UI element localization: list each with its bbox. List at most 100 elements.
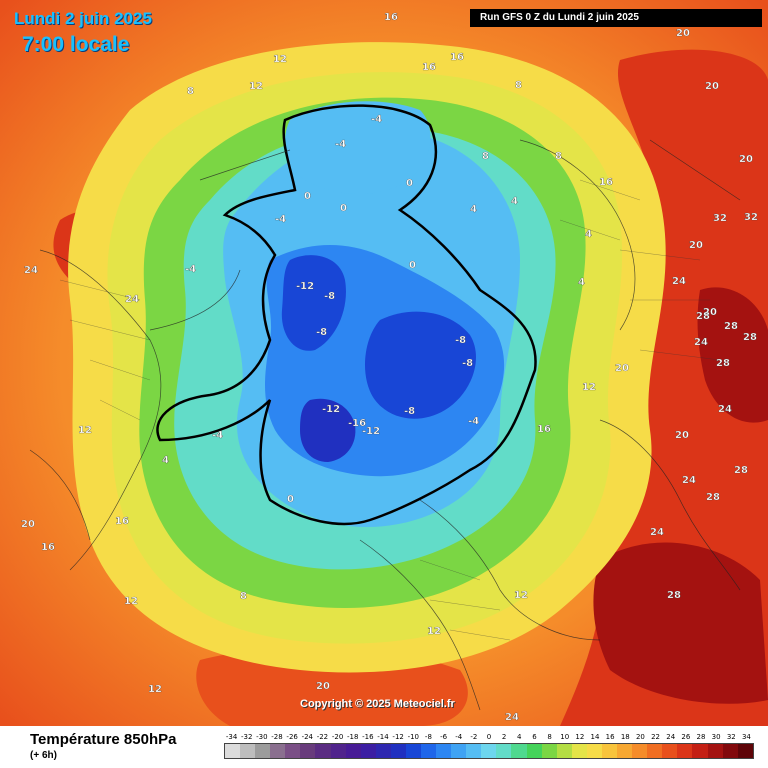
isotherm-label: 12 [582, 382, 596, 393]
legend-swatch [466, 744, 482, 758]
legend-label: 30 [711, 733, 721, 741]
legend-swatch [571, 744, 587, 758]
isotherm-label: -4 [371, 114, 382, 125]
legend-label: 26 [681, 733, 691, 741]
isotherm-label: 12 [124, 596, 138, 607]
legend-swatch [737, 744, 753, 758]
isotherm-label: 28 [724, 321, 738, 332]
isotherm-label: 12 [514, 590, 528, 601]
legend-swatch [436, 744, 452, 758]
isotherm-label: 12 [427, 626, 441, 637]
isotherm-label: 8 [240, 591, 247, 602]
isotherm-label: 0 [304, 191, 311, 202]
isotherm-label: 12 [148, 684, 162, 695]
isotherm-label: -12 [322, 404, 340, 415]
legend-label: -32 [240, 733, 253, 741]
legend-label: -28 [271, 733, 283, 741]
isotherm-label: 8 [515, 80, 522, 91]
legend-label: -22 [316, 733, 329, 741]
isotherm-label: -16 [348, 418, 366, 429]
legend-labels: -34 -32 -30 -28 -26 -24 -22 -20 -18 -16 -14 -12 -10-… [224, 733, 754, 743]
legend-swatch [481, 744, 497, 758]
isotherm-label: 12 [273, 54, 287, 65]
isotherm-label: 24 [694, 337, 708, 348]
cold-core-1 [281, 255, 346, 351]
isotherm-label: 28 [696, 311, 710, 322]
isotherm-label: -8 [404, 406, 415, 417]
isotherm-label: 16 [537, 424, 551, 435]
legend-swatch [240, 744, 256, 758]
legend-swatch [677, 744, 693, 758]
isotherm-label: 24 [125, 294, 139, 305]
cold-core-3 [300, 398, 356, 462]
isotherm-label: 4 [470, 204, 477, 215]
isotherm-label: 8 [482, 151, 489, 162]
isotherm-label: 16 [115, 516, 129, 527]
isotherm-label: -8 [455, 335, 466, 346]
isotherm-label: 16 [599, 177, 613, 188]
legend-label: -34 [225, 733, 238, 741]
legend-label: -20 [331, 733, 344, 741]
isotherm-label: 0 [340, 203, 347, 214]
legend-swatch [225, 744, 241, 758]
isotherm-label: 20 [21, 519, 35, 530]
legend-label: 28 [696, 733, 706, 741]
isotherm-label: 8 [187, 86, 194, 97]
copyright: Copyright © 2025 Meteociel.fr [300, 698, 455, 710]
isotherm-label: 20 [703, 307, 717, 318]
legend-swatch [632, 744, 648, 758]
forecast-date: Lundi 2 juin 2025 [14, 9, 152, 28]
isotherm-label: 20 [739, 154, 753, 165]
legend-label: 0 [486, 733, 492, 741]
legend-swatch [405, 744, 422, 758]
isotherm-label: -4 [185, 264, 196, 275]
isotherm-label: 12 [249, 81, 263, 92]
isotherm-label: 4 [578, 277, 585, 288]
legend-label: -26 [286, 733, 298, 741]
legend-swatch [315, 744, 331, 758]
isotherm-label: 24 [24, 265, 38, 276]
isotherm-label: 4 [162, 455, 169, 466]
isotherm-label: 24 [505, 712, 519, 723]
isotherm-label: 16 [41, 542, 55, 553]
legend-label: -24 [301, 733, 313, 741]
legend-label: -14 [377, 733, 389, 741]
hot-core-asia [697, 287, 768, 423]
legend-label: 16 [605, 733, 615, 741]
legend-swatch [556, 744, 572, 758]
isotherm-label: 24 [650, 527, 664, 538]
legend-label: 12 [575, 733, 585, 741]
legend-swatch [541, 744, 557, 758]
isotherm-label: -4 [275, 214, 286, 225]
isotherm-label: 32 [713, 213, 727, 224]
legend-label: 20 [635, 733, 645, 741]
isotherm-label: 20 [676, 28, 690, 39]
legend-label: 18 [620, 733, 630, 741]
isotherm-labels: -12-8-8-8-8-12-16-12-8-4-4-4-4-4-4000004… [21, 12, 758, 723]
isotherm-label: -8 [324, 291, 335, 302]
legend-label: -2 [470, 733, 478, 741]
isotherm-label: 24 [718, 404, 732, 415]
legend-label: 2 [501, 733, 507, 741]
isotherm-label: 8 [555, 151, 562, 162]
legend-label: -8 [424, 733, 432, 741]
forecast-time: 7:00 locale [22, 33, 130, 56]
legend-swatch [255, 744, 271, 758]
legend-swatch [707, 744, 723, 758]
isotherm-label: 20 [316, 681, 330, 692]
legend-label: 24 [666, 733, 676, 741]
legend-swatch [330, 744, 346, 758]
legend-swatch [421, 744, 437, 758]
isotherm-label: 0 [406, 178, 413, 189]
legend-swatch [360, 744, 376, 758]
color-legend [224, 743, 754, 759]
north-blue-lobe [285, 101, 431, 195]
hot-core-east [593, 542, 768, 704]
isotherm-label: 20 [705, 81, 719, 92]
legend-swatch [647, 744, 663, 758]
legend-swatch [451, 744, 467, 758]
isotherm-label: -4 [335, 139, 346, 150]
isotherm-label: -12 [362, 426, 380, 437]
legend-swatch [270, 744, 286, 758]
isotherm-label: 20 [675, 430, 689, 441]
